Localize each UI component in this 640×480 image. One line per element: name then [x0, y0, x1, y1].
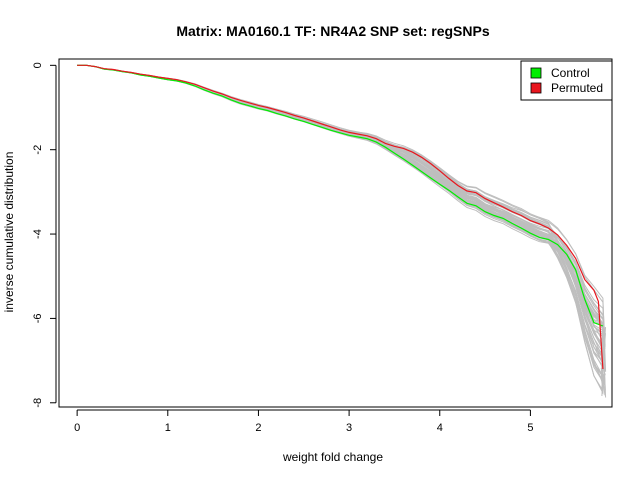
legend-swatch — [530, 67, 542, 79]
y-tick-label: -6 — [32, 314, 44, 324]
x-tick-label: 0 — [74, 422, 80, 434]
permutation-line — [77, 64, 605, 351]
permutation-line — [77, 64, 606, 337]
plot-box — [58, 58, 613, 408]
permutation-line — [77, 64, 606, 376]
permutation-line — [77, 64, 606, 349]
y-tick-label: -8 — [32, 398, 44, 408]
permutation-line — [77, 64, 606, 362]
permutation-line — [77, 64, 604, 348]
x-tick-label: 2 — [255, 422, 261, 434]
series-control-line — [77, 64, 604, 327]
x-tick-label: 4 — [437, 422, 443, 434]
y-axis-label: inverse cumulative distribution — [2, 152, 16, 313]
x-axis-label: weight fold change — [282, 450, 383, 464]
legend-entry: Control — [551, 66, 590, 80]
permutation-line — [77, 64, 606, 350]
y-axis: 0 -2 -4 -6 -8 — [32, 62, 57, 408]
permutation-line — [77, 64, 604, 373]
y-tick-label: -2 — [32, 145, 44, 155]
x-tick-label: 5 — [527, 422, 533, 434]
chart-title: Matrix: MA0160.1 TF: NR4A2 SNP set: regS… — [176, 23, 489, 39]
permutation-line — [77, 64, 605, 347]
y-tick-label: -4 — [32, 229, 44, 239]
x-tick-label: 3 — [346, 422, 352, 434]
permutation-line — [77, 64, 605, 340]
x-tick-label: 1 — [165, 422, 171, 434]
permutation-line — [77, 64, 606, 347]
series-permuted-line — [77, 64, 604, 370]
permutation-line — [77, 64, 606, 346]
permutation-line — [77, 64, 604, 343]
series-lines — [77, 64, 604, 370]
legend-entry: Permuted — [551, 81, 603, 95]
permutation-line — [77, 64, 605, 328]
legend-box — [520, 60, 613, 101]
y-tick-label: 0 — [32, 62, 44, 68]
x-axis: 0 1 2 3 4 5 — [74, 409, 533, 434]
legend-swatch — [530, 82, 542, 94]
